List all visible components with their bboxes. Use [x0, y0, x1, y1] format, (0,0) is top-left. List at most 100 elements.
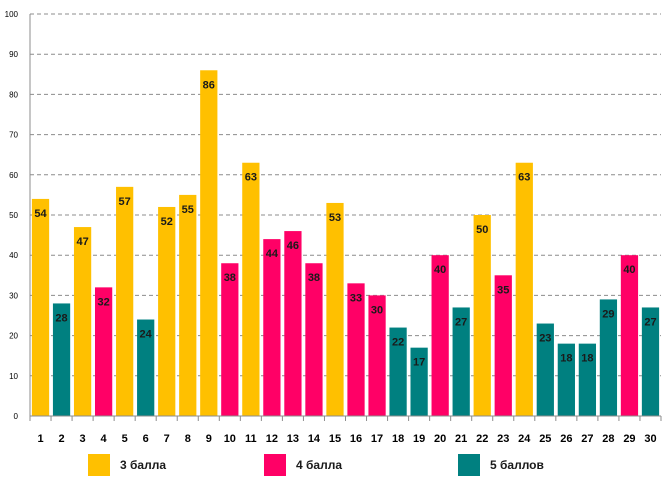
data-label: 27 [644, 316, 656, 328]
data-label: 33 [350, 292, 362, 304]
bar [431, 255, 449, 416]
data-label: 47 [76, 236, 88, 248]
x-tick-label: 9 [206, 433, 212, 445]
bar [73, 227, 92, 416]
bar [389, 327, 407, 416]
bar [620, 255, 639, 416]
data-label: 18 [560, 353, 572, 365]
y-tick-label: 0 [14, 412, 19, 421]
bar [473, 215, 491, 416]
x-tick-label: 15 [329, 433, 341, 445]
data-label: 23 [539, 333, 551, 345]
bar [347, 283, 365, 416]
x-tick-label: 23 [497, 433, 509, 445]
data-label: 63 [245, 172, 257, 184]
x-axis: 1 2 3 4 5 6 7 8 9 10 11 12 13 14 15 16 17 18 19 20 21 22 23 24 2… [29, 415, 662, 445]
bar [179, 194, 197, 416]
y-tick-label: 60 [9, 171, 18, 180]
y-tick-label: 90 [9, 50, 18, 59]
legend-label-3: 3 балла [120, 458, 167, 472]
legend-swatch-4 [264, 454, 286, 476]
data-label: 24 [140, 329, 153, 341]
data-label: 53 [329, 212, 341, 224]
x-tick-label: 30 [644, 433, 656, 445]
x-tick-label: 16 [350, 433, 362, 445]
bar [305, 263, 323, 416]
data-label: 44 [266, 248, 279, 260]
bar [284, 231, 302, 416]
x-tick-label: 22 [476, 433, 488, 445]
x-tick-label: 5 [122, 433, 128, 445]
x-tick-label: 26 [560, 433, 572, 445]
bar [221, 263, 239, 416]
bar [536, 323, 554, 416]
x-tick-label: 20 [434, 433, 446, 445]
data-label: 40 [623, 264, 635, 276]
x-tick-label: 7 [164, 433, 170, 445]
x-tick-label: 29 [623, 433, 635, 445]
bar [410, 347, 428, 416]
x-tick-label: 2 [58, 433, 64, 445]
bar [263, 239, 281, 416]
bar [31, 198, 50, 416]
data-label: 86 [203, 79, 215, 91]
x-tick-label: 25 [539, 433, 551, 445]
x-tick-label: 14 [308, 433, 321, 445]
data-label: 28 [55, 312, 67, 324]
legend-label-4: 4 балла [296, 458, 343, 472]
x-tick-label: 18 [392, 433, 404, 445]
data-label: 63 [518, 172, 530, 184]
bar [557, 343, 575, 416]
legend-item-4: 4 балла [264, 452, 342, 478]
x-tick-label: 3 [80, 433, 86, 445]
x-tick-label: 19 [413, 433, 425, 445]
data-label: 18 [581, 353, 593, 365]
x-tick-label: 6 [143, 433, 149, 445]
y-tick-label: 80 [9, 90, 18, 99]
x-tick-label: 28 [602, 433, 614, 445]
x-tick-label: 12 [266, 433, 278, 445]
data-label: 27 [455, 316, 467, 328]
data-labels: 54 28 47 32 57 24 52 55 86 38 63 44 46 38 53 33 30 22 17 40… [34, 79, 656, 368]
y-tick-label: 30 [9, 291, 18, 300]
bar [452, 307, 470, 416]
x-tick-label: 13 [287, 433, 299, 445]
bars [31, 70, 660, 416]
bar [599, 299, 618, 416]
data-label: 54 [34, 208, 47, 220]
y-tick-label: 70 [9, 131, 18, 140]
y-tick-label: 50 [9, 211, 18, 220]
data-label: 38 [224, 272, 236, 284]
data-label: 30 [371, 304, 383, 316]
data-label: 29 [602, 308, 614, 320]
data-label: 32 [97, 296, 109, 308]
bar [242, 162, 260, 416]
x-tick-label: 21 [455, 433, 467, 445]
legend-item-5: 5 баллов [458, 452, 544, 478]
bar [641, 307, 660, 416]
bar [200, 70, 218, 416]
bar [137, 319, 155, 416]
legend-swatch-3 [88, 454, 110, 476]
data-label: 46 [287, 240, 299, 252]
x-tick-label: 24 [518, 433, 531, 445]
bar [158, 206, 176, 416]
x-tick-label: 4 [101, 433, 108, 445]
data-label: 52 [161, 216, 173, 228]
data-label: 50 [476, 224, 488, 236]
data-label: 35 [497, 284, 509, 296]
bar [578, 343, 597, 416]
x-tick-label: 27 [581, 433, 593, 445]
y-axis: 0 10 20 30 40 50 60 70 80 90 100 [5, 10, 31, 421]
bar [515, 162, 533, 416]
data-label: 40 [434, 264, 446, 276]
bar [52, 303, 71, 416]
y-tick-label: 40 [9, 251, 18, 260]
x-tick-label: 11 [245, 433, 257, 445]
x-tick-label: 8 [185, 433, 191, 445]
data-label: 17 [413, 357, 425, 369]
data-label: 57 [119, 196, 131, 208]
bar [368, 295, 386, 416]
x-tick-label: 1 [37, 433, 43, 445]
